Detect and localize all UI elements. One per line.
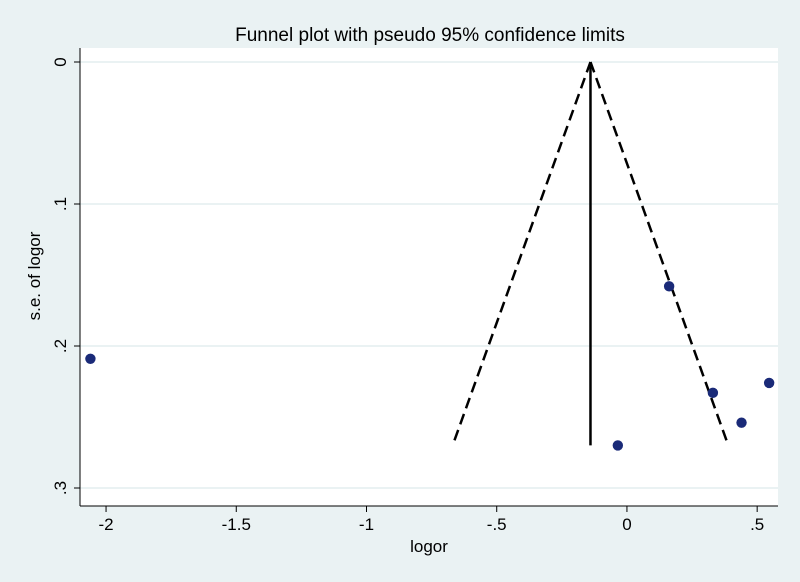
x-tick-label: 0: [622, 515, 631, 534]
x-axis-ticks: -2 -1.5 -1 -.5 0 .5: [98, 506, 764, 534]
study-point: [707, 387, 719, 399]
x-tick-label: -2: [98, 515, 113, 534]
x-tick-label: -1: [359, 515, 374, 534]
study-point: [85, 353, 96, 364]
plot-background: [80, 48, 778, 506]
x-tick-label: -1.5: [222, 515, 251, 534]
data-points: [85, 281, 775, 451]
study-point: [736, 417, 747, 428]
chart-title: Funnel plot with pseudo 95% confidence l…: [235, 25, 625, 46]
x-axis-title: logor: [410, 537, 448, 556]
gridlines: [80, 61, 778, 489]
x-tick-label: -.5: [487, 515, 507, 534]
study-point: [612, 440, 624, 451]
y-tick-label: 0: [51, 57, 70, 66]
y-tick-label: .1: [51, 197, 70, 211]
funnel-lines: [451, 61, 730, 446]
y-axis-title: s.e. of logor: [25, 231, 44, 320]
y-axis-ticks: 0 .1 .2 .3: [51, 57, 80, 495]
study-point: [663, 281, 675, 292]
y-tick-label: .3: [51, 481, 70, 495]
x-tick-label: .5: [750, 515, 764, 534]
y-tick-label: .2: [51, 339, 70, 353]
study-point: [763, 377, 775, 389]
